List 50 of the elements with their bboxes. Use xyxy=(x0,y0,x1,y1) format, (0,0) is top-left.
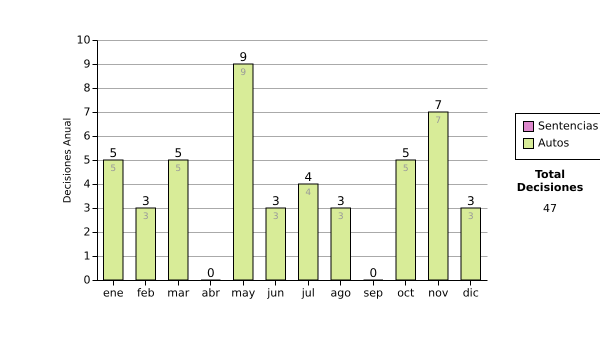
y-tick-label: 3 xyxy=(84,202,90,214)
x-tick-label: jul xyxy=(300,286,315,300)
data-label: 3 xyxy=(468,212,474,222)
x-tick-label: sep xyxy=(364,286,384,300)
data-label: 4 xyxy=(305,188,312,198)
text: Total Decisiones xyxy=(516,168,584,194)
data-label: 3 xyxy=(338,212,344,222)
data-label: 5 xyxy=(402,164,409,174)
y-axis-title: Decisiones Anual xyxy=(62,118,74,204)
y-tick-label: 7 xyxy=(84,106,90,118)
x-tick-label: abr xyxy=(202,286,220,300)
total-label: 3 xyxy=(272,194,280,208)
total-label: 3 xyxy=(466,194,475,208)
total-label: 3 xyxy=(142,194,150,208)
y-tick-label: 2 xyxy=(84,226,90,238)
x-tick-label: may xyxy=(231,286,256,300)
total-label: 0 xyxy=(369,266,378,280)
y-tick-label: 6 xyxy=(84,130,90,142)
total-label: 5 xyxy=(402,146,410,160)
total-label: 4 xyxy=(304,170,312,184)
data-label: 5 xyxy=(175,164,182,174)
total-label: 7 xyxy=(434,98,442,112)
y-tick-label: 0 xyxy=(84,274,90,286)
y-tick-label: 1 xyxy=(84,250,90,262)
data-label: 7 xyxy=(435,116,442,126)
total-label: 3 xyxy=(336,194,345,208)
x-tick-label: mar xyxy=(167,286,190,300)
data-label: 5 xyxy=(110,164,116,174)
total-label: 5 xyxy=(109,146,118,160)
legend-label: Autos xyxy=(538,136,570,150)
total-label: 9 xyxy=(239,50,248,64)
y-tick-label: 8 xyxy=(84,82,90,94)
x-tick-label: ene xyxy=(102,286,124,300)
x-tick-label: jun xyxy=(266,286,284,300)
y-tick-label: 10 xyxy=(76,34,90,46)
x-tick-label: oct xyxy=(397,286,415,300)
x-tick-label: ago xyxy=(330,286,352,300)
data-label: 3 xyxy=(272,212,279,222)
x-tick-label: nov xyxy=(428,286,449,300)
y-tick-label: 4 xyxy=(84,178,90,190)
total-label: 5 xyxy=(174,146,182,160)
y-tick-label: 5 xyxy=(84,154,90,166)
y-tick-label: 9 xyxy=(84,58,90,70)
legend-label: Sentencias xyxy=(538,120,599,132)
text: 47 xyxy=(542,202,558,215)
x-tick-label: feb xyxy=(136,286,155,300)
data-label: 9 xyxy=(240,68,246,78)
total-label: 0 xyxy=(206,266,215,280)
data-label: 3 xyxy=(142,212,149,222)
x-tick-label: dic xyxy=(462,286,479,300)
